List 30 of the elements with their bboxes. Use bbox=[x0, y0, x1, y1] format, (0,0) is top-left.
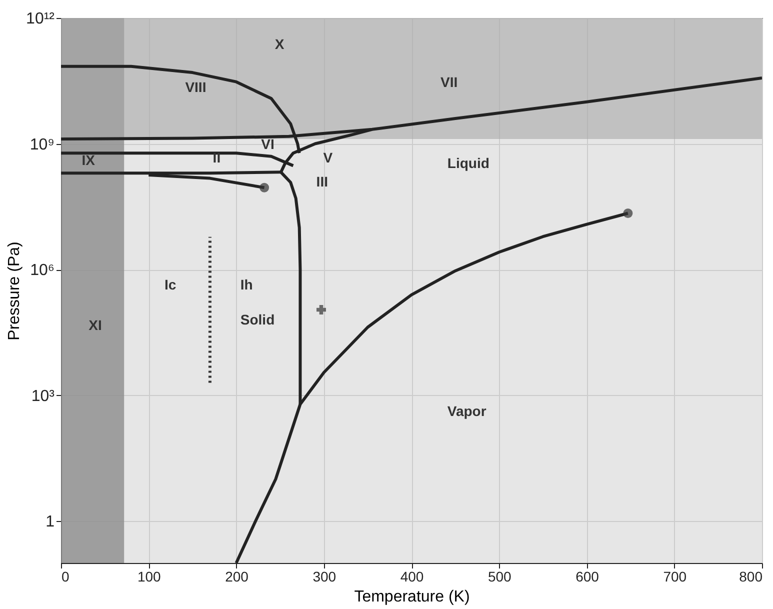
annotation: Solid bbox=[240, 311, 275, 328]
y-axis-title: Pressure (Pa) bbox=[6, 242, 24, 340]
annotation: XI bbox=[88, 316, 102, 333]
annotation: Ih bbox=[240, 276, 253, 292]
x-axis-title: Temperature (K) bbox=[354, 588, 470, 606]
annotation: VIII bbox=[185, 79, 206, 96]
x-tick-label: 300 bbox=[312, 568, 336, 584]
annotation: X bbox=[274, 36, 285, 52]
x-tick-label: 800 bbox=[739, 568, 763, 584]
annotation: Vapor bbox=[447, 403, 487, 420]
annotation: VI bbox=[261, 136, 274, 152]
x-tick-label: 400 bbox=[400, 568, 424, 584]
x-tick-label: 600 bbox=[576, 568, 600, 584]
y-tick-label: 10⁶ bbox=[30, 262, 54, 280]
y-tick-label: 1 bbox=[46, 514, 55, 531]
y-tick-label: 10⁹ bbox=[30, 136, 54, 154]
y-tick-label: 10³ bbox=[31, 388, 56, 405]
x-tick-label: 500 bbox=[488, 568, 512, 584]
x-tick-label: 200 bbox=[225, 568, 249, 584]
x-tick-label: 100 bbox=[137, 568, 162, 584]
annotation: Liquid bbox=[447, 154, 490, 171]
annotation: VII bbox=[440, 74, 458, 90]
annotation: V bbox=[323, 149, 334, 166]
annotation: IX bbox=[82, 152, 96, 168]
annotation: II bbox=[212, 149, 221, 166]
annotation: III bbox=[316, 174, 328, 190]
annotation: Ic bbox=[164, 276, 176, 292]
x-tick-label: 700 bbox=[663, 568, 687, 584]
y-tick-label: 10¹² bbox=[26, 10, 56, 28]
x-tick-label: 0 bbox=[62, 568, 70, 584]
